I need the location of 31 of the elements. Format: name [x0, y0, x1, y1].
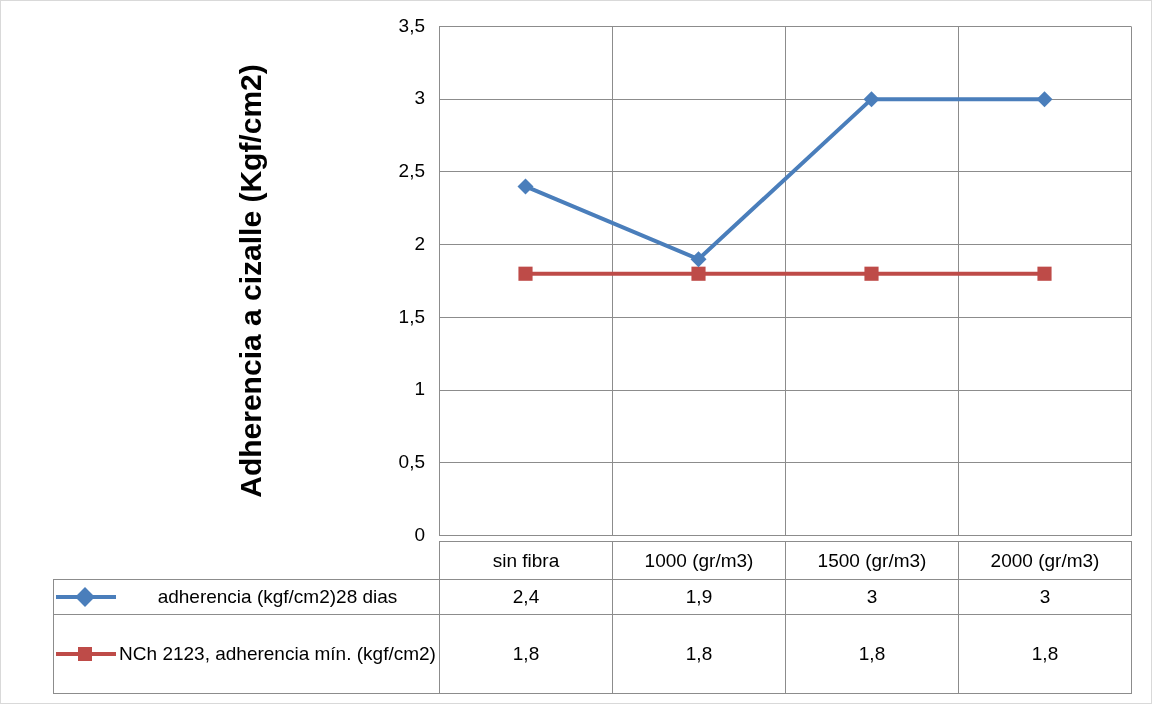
data-label: 3 [958, 579, 1132, 615]
y-tick-label: 3 [414, 87, 425, 109]
data-label: 1,8 [785, 614, 959, 694]
x-tick-label: 2000 (gr/m3) [958, 541, 1132, 580]
y-tick-label: 0,5 [398, 451, 425, 473]
x-tick-label: 1500 (gr/m3) [785, 541, 959, 580]
x-tick-label: 1000 (gr/m3) [612, 541, 786, 580]
legend-label: NCh 2123, adherencia mín. (kgf/cm2) [118, 643, 437, 665]
point [690, 251, 707, 268]
y-tick-label: 3,5 [398, 14, 425, 36]
y-tick-label: 1 [414, 378, 425, 400]
y-tick-label: 1,5 [398, 305, 425, 327]
point [518, 266, 533, 281]
point [1036, 91, 1053, 108]
y-tick-label: 2 [414, 232, 425, 254]
point [1037, 266, 1052, 281]
point [864, 266, 879, 281]
data-label: 1,9 [612, 579, 786, 615]
data-label: 1,8 [958, 614, 1132, 694]
y-tick-label: 0 [414, 523, 425, 545]
data-label: 1,8 [612, 614, 786, 694]
data-label: 1,8 [439, 614, 613, 694]
point [691, 266, 706, 281]
y-tick-label: 2,5 [398, 160, 425, 182]
x-tick-label: sin fibra [439, 541, 613, 580]
point [863, 91, 880, 108]
point [517, 178, 534, 195]
y-axis-title: Adherencia a cizalle (Kgf/cm2) [234, 64, 268, 498]
data-label: 2,4 [439, 579, 613, 615]
legend-label: adherencia (kgf/cm2)28 dias [156, 586, 399, 608]
data-label: 3 [785, 579, 959, 615]
